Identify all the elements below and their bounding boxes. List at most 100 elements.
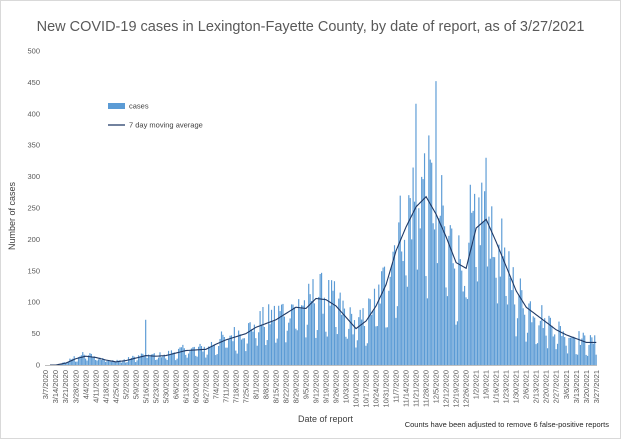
case-bar: [139, 356, 141, 365]
case-bar: [295, 328, 297, 365]
case-bar: [175, 360, 177, 365]
case-bar: [471, 212, 473, 365]
case-bar: [313, 303, 316, 365]
case-bar: [228, 338, 230, 365]
legend-swatch-cases: [108, 103, 125, 109]
case-bar: [388, 290, 390, 365]
case-bar: [333, 281, 336, 365]
case-bar: [348, 328, 350, 365]
case-bar: [489, 258, 491, 365]
case-bar: [322, 313, 324, 365]
case-bar: [415, 103, 417, 365]
case-bar: [445, 287, 447, 365]
case-bar: [160, 357, 162, 365]
case-bar: [339, 292, 341, 365]
case-bar: [150, 354, 152, 365]
case-bar: [325, 331, 327, 365]
x-tick-label: 1/9/2021: [482, 370, 491, 399]
case-bar: [376, 326, 378, 365]
case-bar: [95, 359, 97, 365]
case-bar: [275, 342, 277, 365]
case-bar: [75, 361, 77, 365]
case-bar: [501, 218, 503, 365]
case-bar: [413, 201, 416, 365]
case-bar: [383, 266, 386, 365]
case-bar: [491, 206, 493, 365]
case-bar: [193, 346, 195, 365]
case-bar: [399, 195, 401, 365]
case-bar: [546, 348, 549, 365]
case-bar: [132, 355, 134, 365]
case-bar: [133, 356, 135, 365]
case-bar: [421, 176, 423, 365]
x-tick-label: 2/20/2021: [542, 370, 551, 403]
case-bar: [453, 268, 456, 365]
case-bar: [332, 290, 334, 365]
case-bar: [273, 305, 275, 365]
case-bar: [516, 318, 519, 365]
legend-label-cases: cases: [129, 102, 149, 111]
x-tick-label: 5/16/2020: [141, 370, 150, 403]
x-tick-label: 5/2/2020: [121, 370, 130, 399]
case-bar: [126, 362, 128, 365]
case-bar: [403, 239, 406, 365]
case-bar: [448, 235, 450, 365]
case-bar: [532, 316, 534, 365]
case-bar: [529, 301, 531, 365]
case-bar: [554, 334, 556, 365]
case-bar: [321, 272, 323, 365]
case-bar: [130, 357, 132, 365]
case-bar: [522, 308, 524, 365]
case-bar: [67, 361, 70, 365]
case-bar: [156, 359, 158, 365]
case-bar: [309, 294, 311, 365]
x-tick-label: 10/10/2020: [352, 370, 361, 408]
case-bar: [465, 297, 467, 365]
case-bar: [96, 360, 98, 365]
case-bar: [239, 334, 241, 365]
x-tick-label: 8/29/2020: [291, 370, 300, 403]
case-bar: [165, 358, 167, 365]
x-tick-label: 5/9/2020: [131, 370, 140, 399]
case-bar: [110, 361, 112, 365]
case-bar: [286, 330, 288, 365]
case-bar: [182, 344, 184, 365]
case-bar: [127, 357, 130, 365]
case-bar: [90, 353, 92, 365]
case-bar: [229, 335, 231, 365]
case-bar: [208, 346, 210, 365]
case-bar: [248, 323, 250, 365]
case-bar: [581, 338, 583, 365]
x-tick-label: 6/13/2020: [181, 370, 190, 403]
case-bar: [578, 331, 580, 365]
case-bar: [296, 330, 298, 365]
case-bar: [435, 81, 437, 365]
case-bar: [82, 352, 84, 365]
case-bar: [125, 362, 127, 365]
x-tick-label: 8/15/2020: [271, 370, 280, 403]
case-bar: [386, 327, 388, 365]
case-bar: [302, 305, 304, 365]
x-tick-label: 9/19/2020: [322, 370, 331, 403]
case-bar: [396, 306, 398, 365]
x-tick-label: 7/11/2020: [221, 370, 230, 403]
case-bar: [112, 360, 114, 365]
case-bar: [97, 359, 100, 365]
case-bar: [206, 354, 208, 365]
case-bar: [551, 325, 553, 365]
case-bar: [393, 245, 396, 365]
case-bar: [591, 337, 593, 365]
x-tick-label: 5/30/2020: [161, 370, 170, 403]
case-bar: [484, 191, 486, 365]
case-bar: [177, 348, 180, 365]
case-bar: [89, 353, 91, 365]
case-bar: [119, 360, 121, 365]
case-bar: [202, 351, 204, 365]
y-tick-label: 450: [27, 78, 40, 87]
case-bar: [451, 228, 453, 365]
case-bar: [149, 356, 151, 365]
case-bar: [105, 361, 107, 365]
case-bar: [147, 354, 150, 365]
case-bar: [276, 338, 278, 365]
chart-footnote: Counts have been adjusted to remove 6 fa…: [404, 420, 609, 429]
